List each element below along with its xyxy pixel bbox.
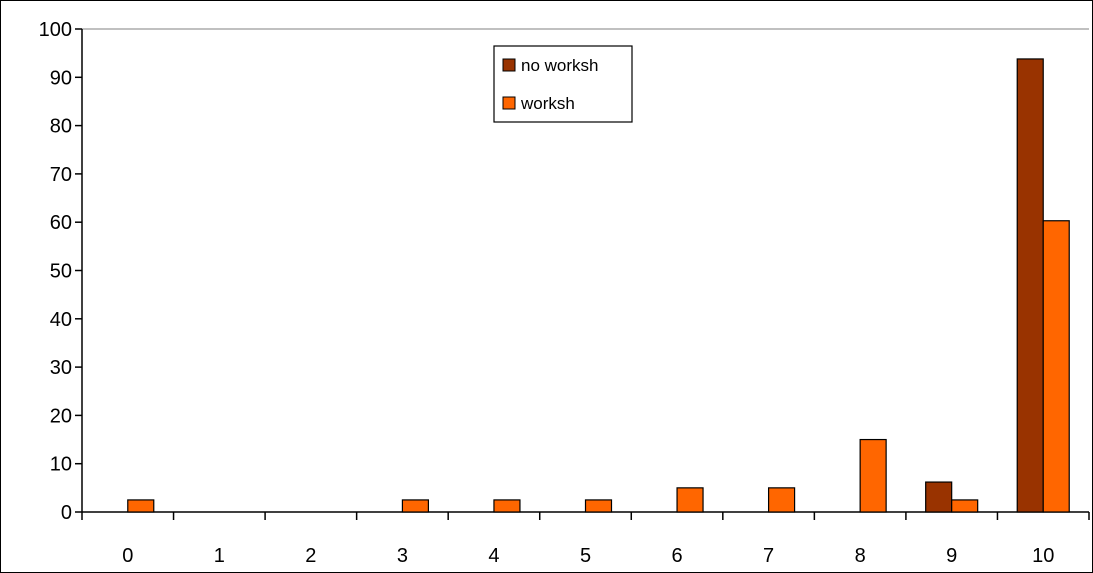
bar-worksh	[1042, 220, 1070, 513]
bar-worksh	[493, 499, 521, 513]
y-tick-label: 100	[39, 19, 72, 41]
x-tick-label: 8	[855, 545, 866, 567]
bar-worksh	[951, 499, 979, 513]
bar-worksh	[859, 438, 887, 513]
bar-worksh	[676, 487, 704, 513]
x-tick-label: 2	[305, 545, 316, 567]
y-tick-label: 90	[50, 67, 72, 89]
x-tick-label: 4	[488, 545, 499, 567]
x-tick-label: 10	[1032, 545, 1054, 567]
y-tick-label: 10	[50, 454, 72, 476]
legend: no worksh worksh	[493, 45, 633, 123]
x-tick-label: 9	[946, 545, 957, 567]
legend-box	[493, 45, 633, 123]
x-tick-label: 7	[763, 545, 774, 567]
y-tick-label: 50	[50, 261, 72, 283]
y-tick-label: 60	[50, 212, 72, 234]
legend-label: worksh	[520, 94, 575, 113]
bar-worksh	[767, 487, 796, 513]
x-tick-label: 3	[397, 545, 408, 567]
y-tick-label: 30	[50, 357, 72, 379]
y-tick-label: 0	[61, 502, 72, 524]
bar-worksh	[401, 499, 430, 513]
legend-label: no worksh	[521, 56, 598, 75]
x-tick-label: 5	[580, 545, 591, 567]
bar-no-worksh	[925, 481, 953, 513]
x-tick-label: 0	[122, 545, 133, 567]
x-tick-label: 1	[214, 545, 225, 567]
legend-swatch	[502, 58, 516, 72]
bar-worksh	[127, 499, 155, 513]
y-tick-label: 80	[50, 116, 72, 138]
bar-worksh	[584, 499, 613, 513]
plot-area: 0 10 20 30 40 50 60 70 80 90 100 0 1 2 3 4 5 6 7 8 9 10	[39, 19, 1090, 567]
y-tick-label: 40	[50, 309, 72, 331]
legend-swatch	[502, 96, 516, 110]
x-tick-label: 6	[671, 545, 682, 567]
y-tick-label: 20	[50, 405, 72, 427]
y-tick-label: 70	[50, 164, 72, 186]
bar-no-worksh	[1016, 58, 1044, 513]
